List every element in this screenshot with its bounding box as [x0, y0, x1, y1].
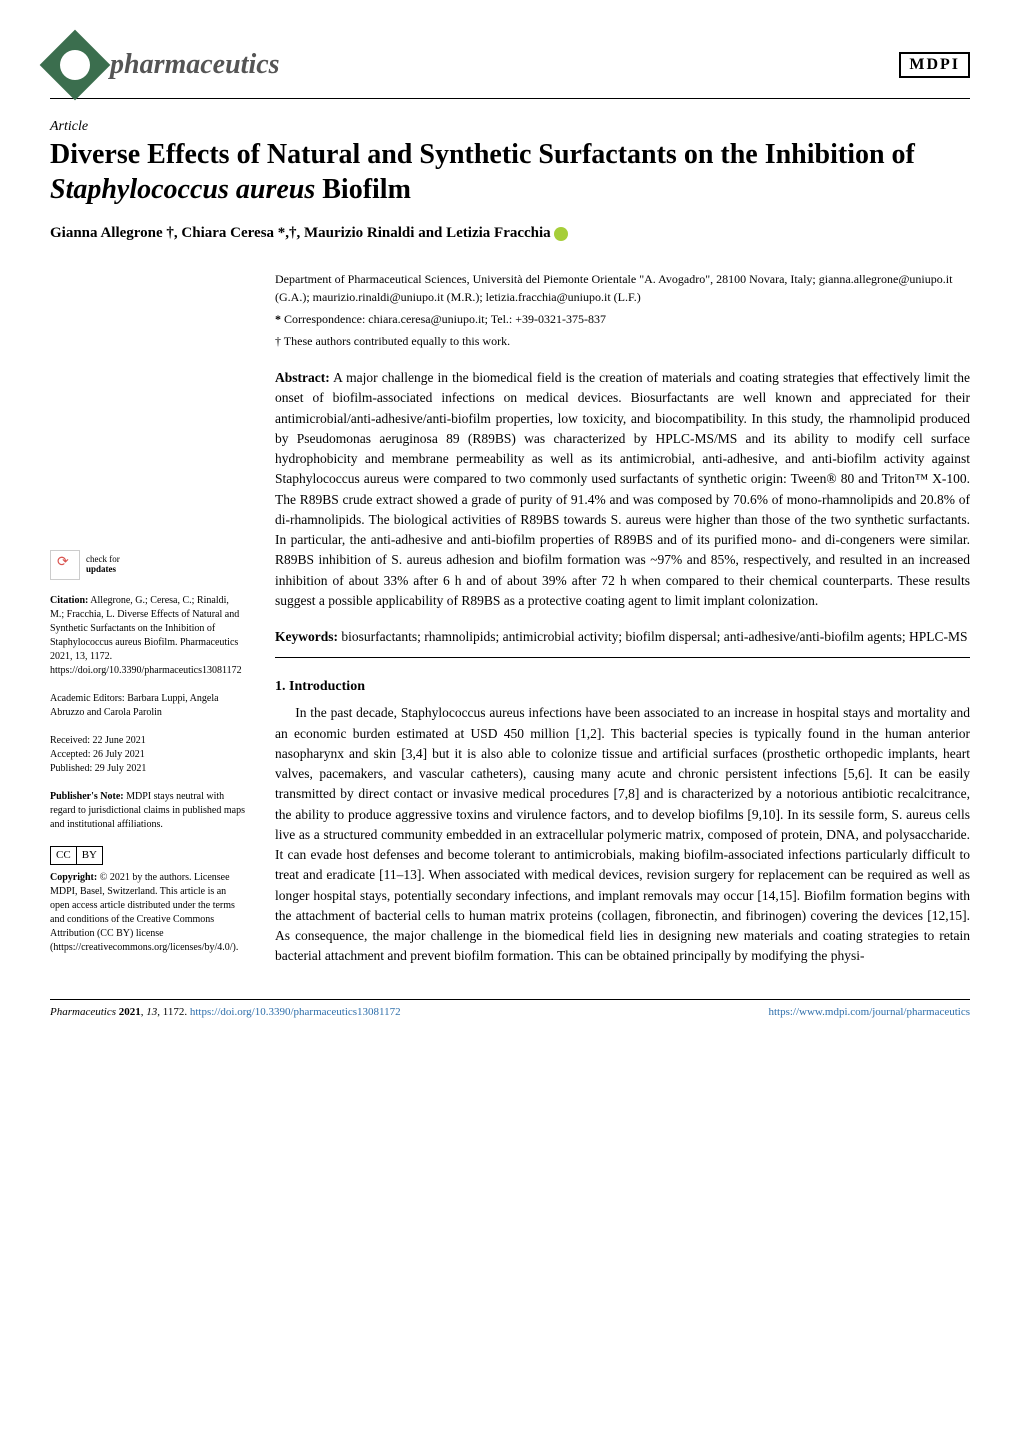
journal-icon [40, 30, 111, 101]
footer: Pharmaceutics 2021, 13, 1172. https://do… [50, 999, 970, 1018]
citation-label: Citation: [50, 595, 88, 606]
publisher-note: Publisher's Note: MDPI stays neutral wit… [50, 790, 245, 832]
copyright-text: © 2021 by the authors. Licensee MDPI, Ba… [50, 872, 238, 953]
accepted-date: Accepted: 26 July 2021 [50, 748, 245, 762]
title-pre: Diverse Effects of Natural and Synthetic… [50, 139, 915, 170]
correspondence: * Correspondence: chiara.ceresa@uniupo.i… [275, 310, 970, 328]
intro-paragraph: In the past decade, Staphylococcus aureu… [275, 703, 970, 966]
authors: Gianna Allegrone †, Chiara Ceresa *,†, M… [50, 225, 970, 242]
publisher-logo: MDPI [899, 52, 970, 78]
cc-icon: CC [51, 847, 77, 864]
check-updates-text: check forupdates [86, 555, 120, 575]
check-updates[interactable]: ⟳ check forupdates [50, 550, 245, 580]
copyright: Copyright: © 2021 by the authors. Licens… [50, 871, 245, 955]
authors-list: Gianna Allegrone †, Chiara Ceresa *,†, M… [50, 225, 551, 241]
dates-block: Received: 22 June 2021 Accepted: 26 July… [50, 734, 245, 776]
title-post: Biofilm [315, 174, 411, 205]
publisher-note-label: Publisher's Note: [50, 791, 124, 802]
footer-left: Pharmaceutics 2021, 13, 1172. https://do… [50, 1006, 401, 1018]
citation-block: Citation: Allegrone, G.; Ceresa, C.; Rin… [50, 594, 245, 678]
section-title: 1. Introduction [275, 676, 970, 697]
footer-volume: , 13, 1172. [141, 1006, 190, 1018]
keywords-label: Keywords: [275, 629, 338, 644]
abstract-text: A major challenge in the biomedical fiel… [275, 370, 970, 608]
footer-right[interactable]: https://www.mdpi.com/journal/pharmaceuti… [768, 1006, 970, 1018]
orcid-icon [554, 227, 568, 241]
copyright-label: Copyright: [50, 872, 97, 883]
abstract: Abstract: A major challenge in the biome… [275, 368, 970, 611]
page-header: pharmaceutics MDPI [50, 40, 970, 90]
article-title: Diverse Effects of Natural and Synthetic… [50, 137, 970, 207]
journal-brand: pharmaceutics [50, 40, 280, 90]
main-content: Department of Pharmaceutical Sciences, U… [275, 270, 970, 969]
affiliation: Department of Pharmaceutical Sciences, U… [275, 270, 970, 306]
journal-name: pharmaceutics [110, 49, 280, 81]
footer-year: 2021 [119, 1006, 141, 1018]
citation-text: Allegrone, G.; Ceresa, C.; Rinaldi, M.; … [50, 595, 242, 676]
received-date: Received: 22 June 2021 [50, 734, 245, 748]
footer-journal: Pharmaceutics [50, 1006, 119, 1018]
footer-doi[interactable]: https://doi.org/10.3390/pharmaceutics130… [190, 1006, 401, 1018]
by-icon: BY [77, 847, 102, 864]
header-rule [50, 98, 970, 99]
editors: Academic Editors: Barbara Luppi, Angela … [50, 692, 245, 720]
sidebar: ⟳ check forupdates Citation: Allegrone, … [50, 550, 245, 969]
article-type: Article [50, 119, 970, 135]
section-rule [275, 657, 970, 658]
abstract-label: Abstract: [275, 370, 330, 385]
cc-badge: CC BY [50, 846, 103, 865]
check-updates-icon: ⟳ [50, 550, 80, 580]
published-date: Published: 29 July 2021 [50, 762, 245, 776]
keywords: Keywords: biosurfactants; rhamnolipids; … [275, 627, 970, 647]
license-block: CC BY Copyright: © 2021 by the authors. … [50, 846, 245, 955]
title-species: Staphylococcus aureus [50, 174, 315, 205]
main-columns: ⟳ check forupdates Citation: Allegrone, … [50, 270, 970, 969]
keywords-text: biosurfactants; rhamnolipids; antimicrob… [338, 629, 968, 644]
equal-contribution: † These authors contributed equally to t… [275, 332, 970, 350]
